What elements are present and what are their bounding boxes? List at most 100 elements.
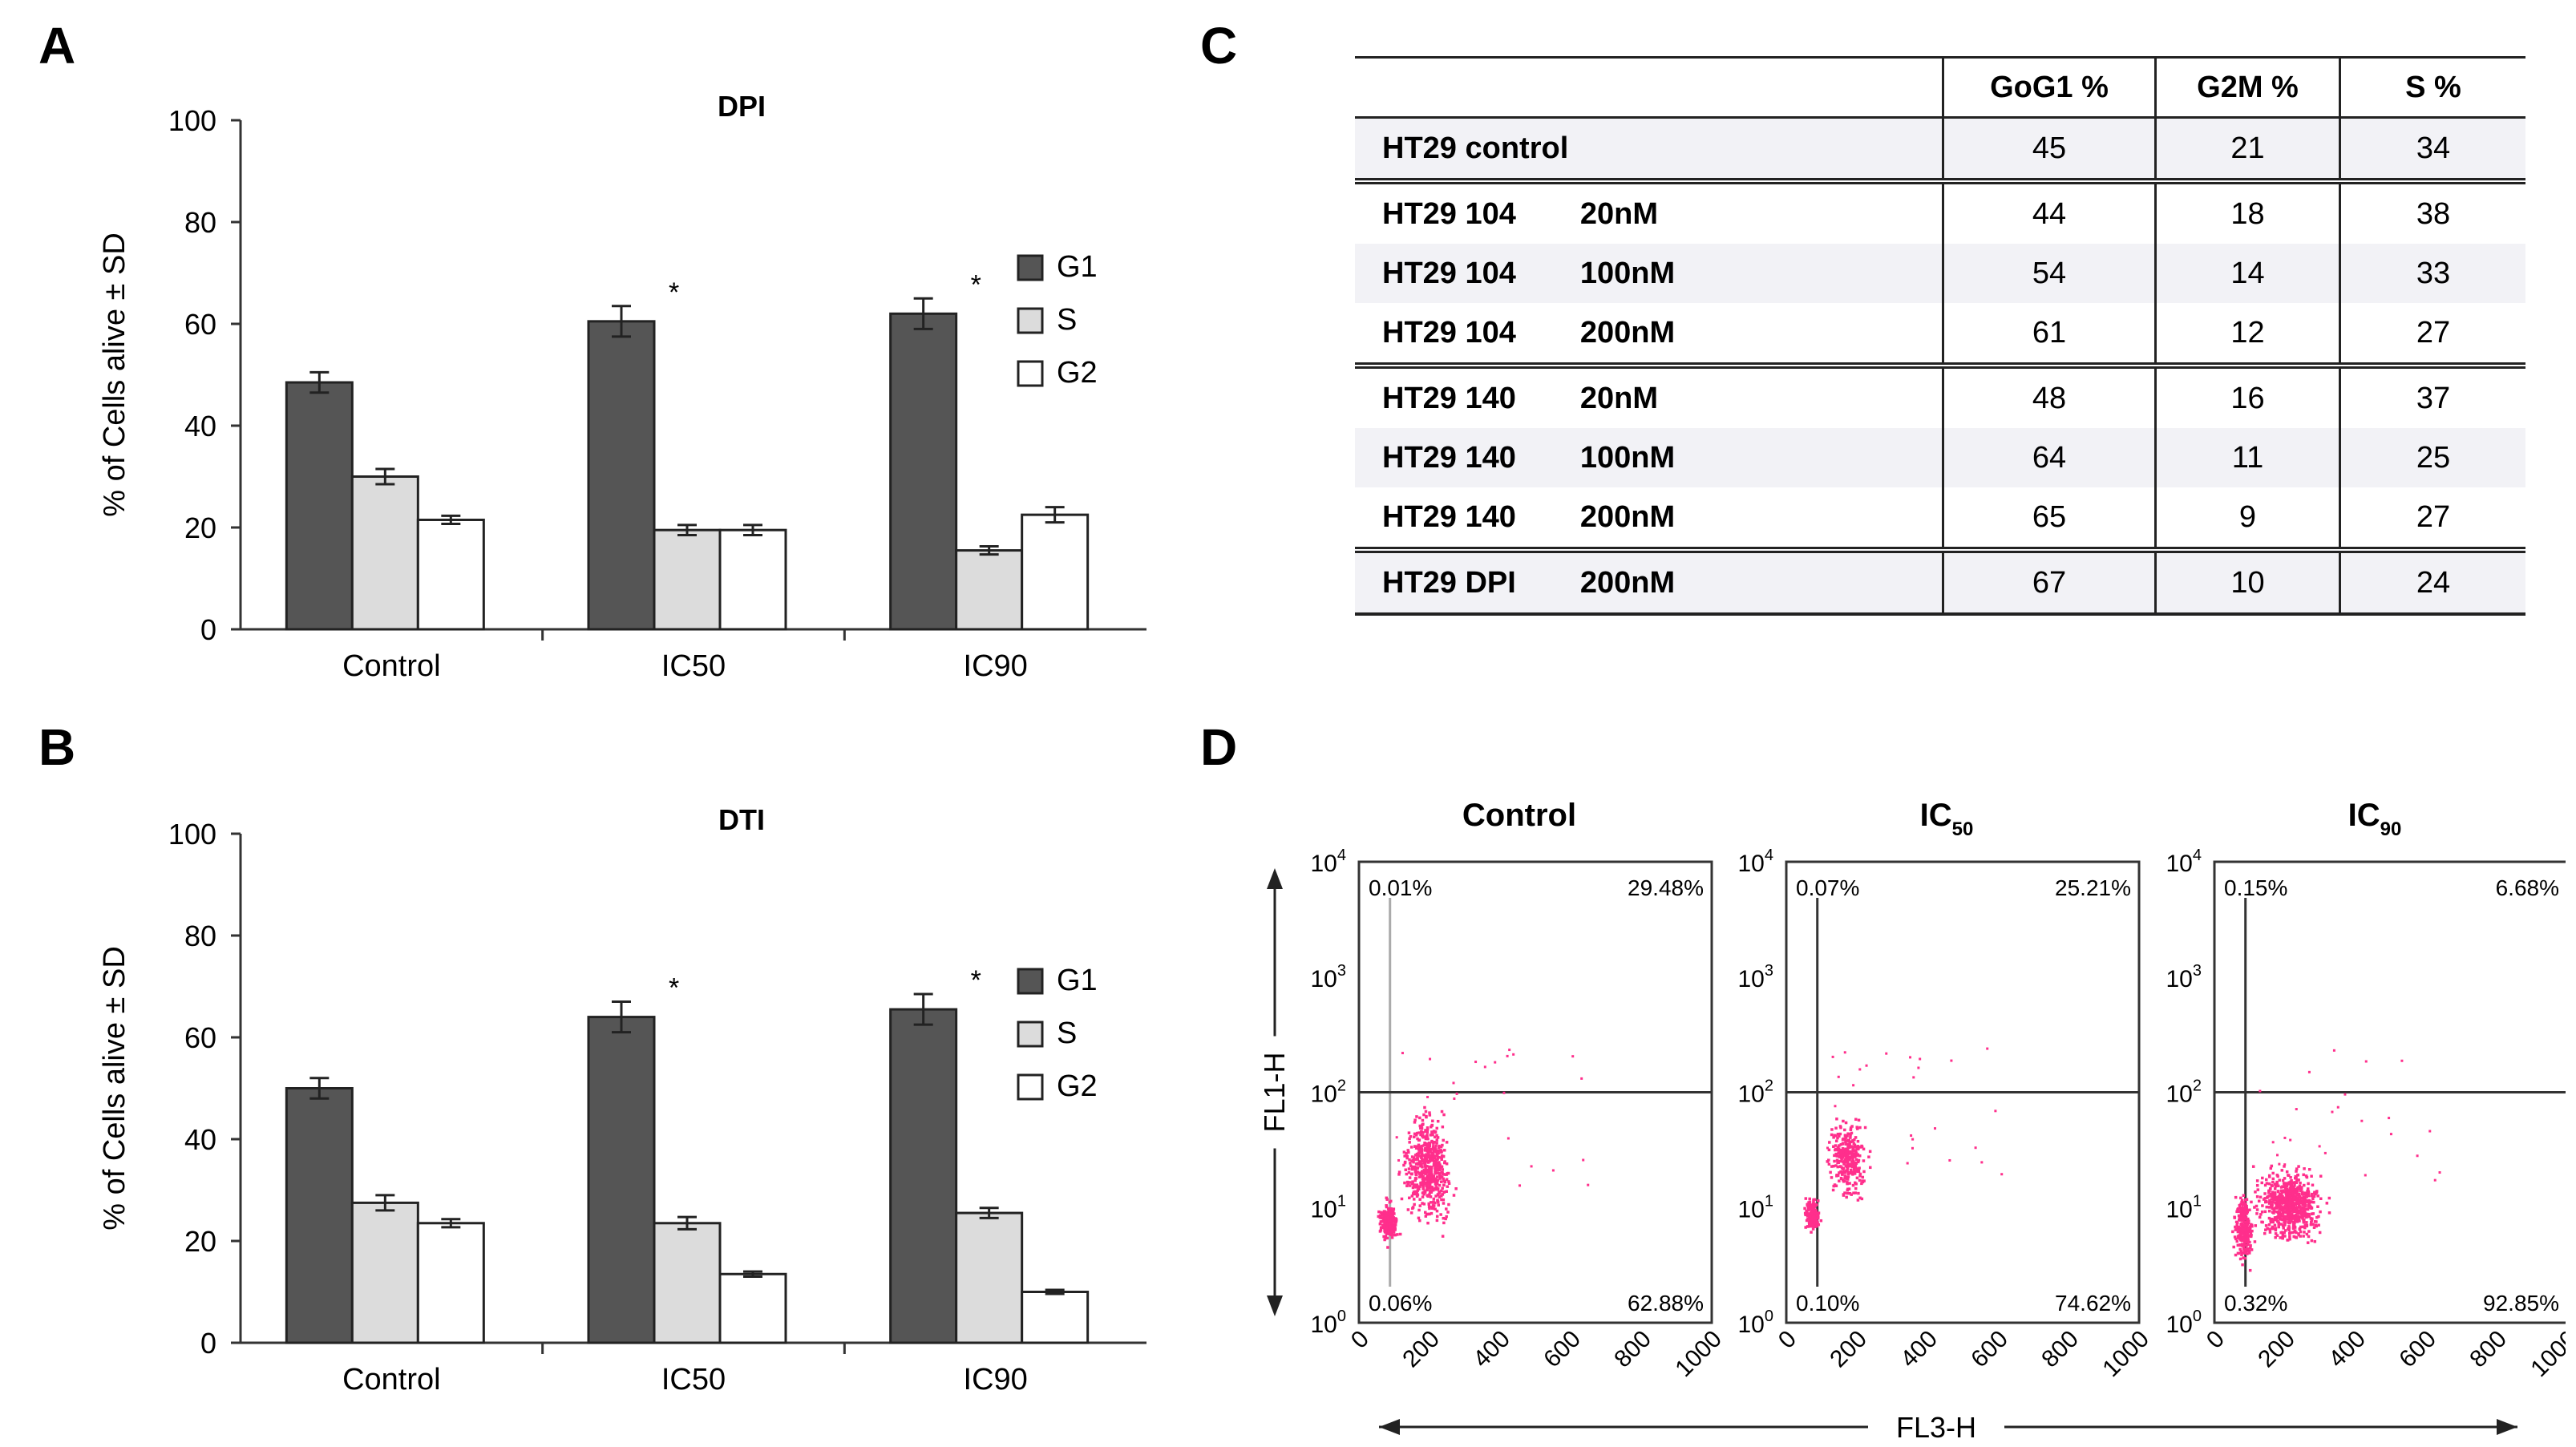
scatter-point [2285, 1183, 2289, 1187]
scatter-point [1437, 1146, 1441, 1150]
scatter-point [1434, 1179, 1438, 1183]
scatter-point [2279, 1214, 2283, 1218]
scatter-point [1452, 1081, 1455, 1085]
scatter-point [2264, 1228, 2267, 1231]
scatter-point [1848, 1162, 1852, 1166]
scatter-point [1857, 1158, 1861, 1162]
bar-g2-1 [718, 1272, 787, 1344]
scatter-point [2312, 1200, 2315, 1204]
scatter-point [2290, 1217, 2293, 1220]
scatter-point [2242, 1194, 2246, 1197]
scatter-point [2281, 1218, 2284, 1222]
scatter-point [2304, 1194, 2308, 1198]
scatter-point [1426, 1145, 1430, 1148]
scatter-point [1849, 1128, 1853, 1131]
scatter-point [1425, 1126, 1430, 1130]
legend-swatch [1017, 254, 1044, 281]
scatter-point [1440, 1156, 1443, 1160]
scatter-point [1841, 1167, 1845, 1170]
scatter-point [2295, 1167, 2299, 1170]
scatter-point [1408, 1158, 1411, 1162]
scatter-point [1412, 1198, 1416, 1201]
scatter-point [2275, 1211, 2279, 1214]
scatter-point [1431, 1177, 1434, 1180]
scatter-point [1950, 1059, 1953, 1062]
scatter-point [1382, 1235, 1385, 1239]
scatter-point [2262, 1198, 2266, 1201]
cell-g2m: 14 [2154, 244, 2340, 303]
scatter-point [1438, 1177, 1442, 1180]
scatter-point [1445, 1190, 1448, 1193]
x-tick-label: 1000 [1670, 1326, 1727, 1383]
scatter-point [1415, 1145, 1418, 1149]
scatter-point [2303, 1196, 2307, 1200]
scatter-point [2297, 1165, 2300, 1168]
scatter-point [2310, 1239, 2314, 1243]
scatter-point [1812, 1200, 1815, 1203]
scatter-point [1395, 1136, 1398, 1139]
scatter-point [2280, 1195, 2284, 1199]
row-concentration: 200nM [1579, 499, 1676, 534]
scatter-point [1846, 1134, 1849, 1138]
scatter-point [1835, 1158, 1839, 1162]
cell-g2m: 21 [2154, 117, 2340, 181]
scatter-point [1426, 1154, 1430, 1158]
scatter-point [2268, 1182, 2271, 1186]
y-tick-base: 10 [2166, 1081, 2193, 1108]
quadrant-ul-value: 0.15% [2224, 875, 2287, 900]
scatter-point [2299, 1189, 2303, 1193]
scatter-point [1432, 1130, 1436, 1133]
scatter-point [1839, 1156, 1843, 1159]
scatter-point [2307, 1215, 2311, 1219]
scatter-point [1429, 1057, 1432, 1061]
scatter-point [1840, 1154, 1844, 1158]
scatter-point [1419, 1151, 1423, 1154]
scatter-point [2000, 1173, 2004, 1176]
scatter-point [1809, 1206, 1812, 1209]
scatter-point [2273, 1194, 2276, 1198]
scatter-point [2261, 1176, 2264, 1180]
scatter-point [1442, 1216, 1446, 1220]
x-tick-label: IC50 [661, 1363, 726, 1396]
legend-label: G2 [1057, 1069, 1098, 1103]
scatter-point [1809, 1220, 1813, 1224]
scatter-point [1415, 1183, 1419, 1186]
scatter-point [2288, 1212, 2291, 1215]
scatter-point [1850, 1193, 1853, 1196]
scatter-point [1430, 1168, 1433, 1172]
scatter-point [2241, 1231, 2244, 1235]
scatter-point [1854, 1169, 1858, 1173]
scatter-point [1435, 1175, 1439, 1178]
scatter-point [1837, 1151, 1840, 1155]
scatter-point [1384, 1236, 1387, 1240]
scatter-point [1402, 1150, 1406, 1154]
scatter-point [1409, 1162, 1412, 1165]
scatter-point [2277, 1225, 2281, 1229]
quadrant-ur-value: 6.68% [2496, 875, 2559, 900]
scatter-point [1851, 1158, 1854, 1162]
y-tick-base: 10 [2166, 851, 2193, 877]
scatter-point [1436, 1154, 1439, 1158]
scatter-point [1445, 1178, 1449, 1182]
scatter-point [2242, 1227, 2246, 1231]
scatter-point [2255, 1179, 2259, 1182]
scatter-point [1406, 1149, 1409, 1152]
scatter-point [2294, 1214, 2298, 1217]
y-tick-base: 10 [2166, 1312, 2193, 1338]
scatter-point [1843, 1134, 1847, 1138]
scatter-point [1506, 1054, 1509, 1057]
scatter-point [1948, 1158, 1951, 1162]
quadrant-ll-value: 0.10% [1796, 1291, 1859, 1316]
scatter-point [1416, 1162, 1420, 1166]
scatter-point [2280, 1169, 2284, 1172]
scatter-point [1441, 1186, 1444, 1190]
up-arrow-icon [1267, 868, 1283, 889]
scatter-point [2299, 1230, 2303, 1234]
scatter-point [2239, 1210, 2243, 1214]
scatter-point [1417, 1154, 1421, 1158]
scatter-point [2307, 1230, 2311, 1233]
scatter-point [1571, 1055, 1575, 1058]
y-tick-label: 80 [184, 920, 216, 952]
scatter-point [2285, 1196, 2289, 1199]
scatter-point [2307, 1202, 2311, 1205]
